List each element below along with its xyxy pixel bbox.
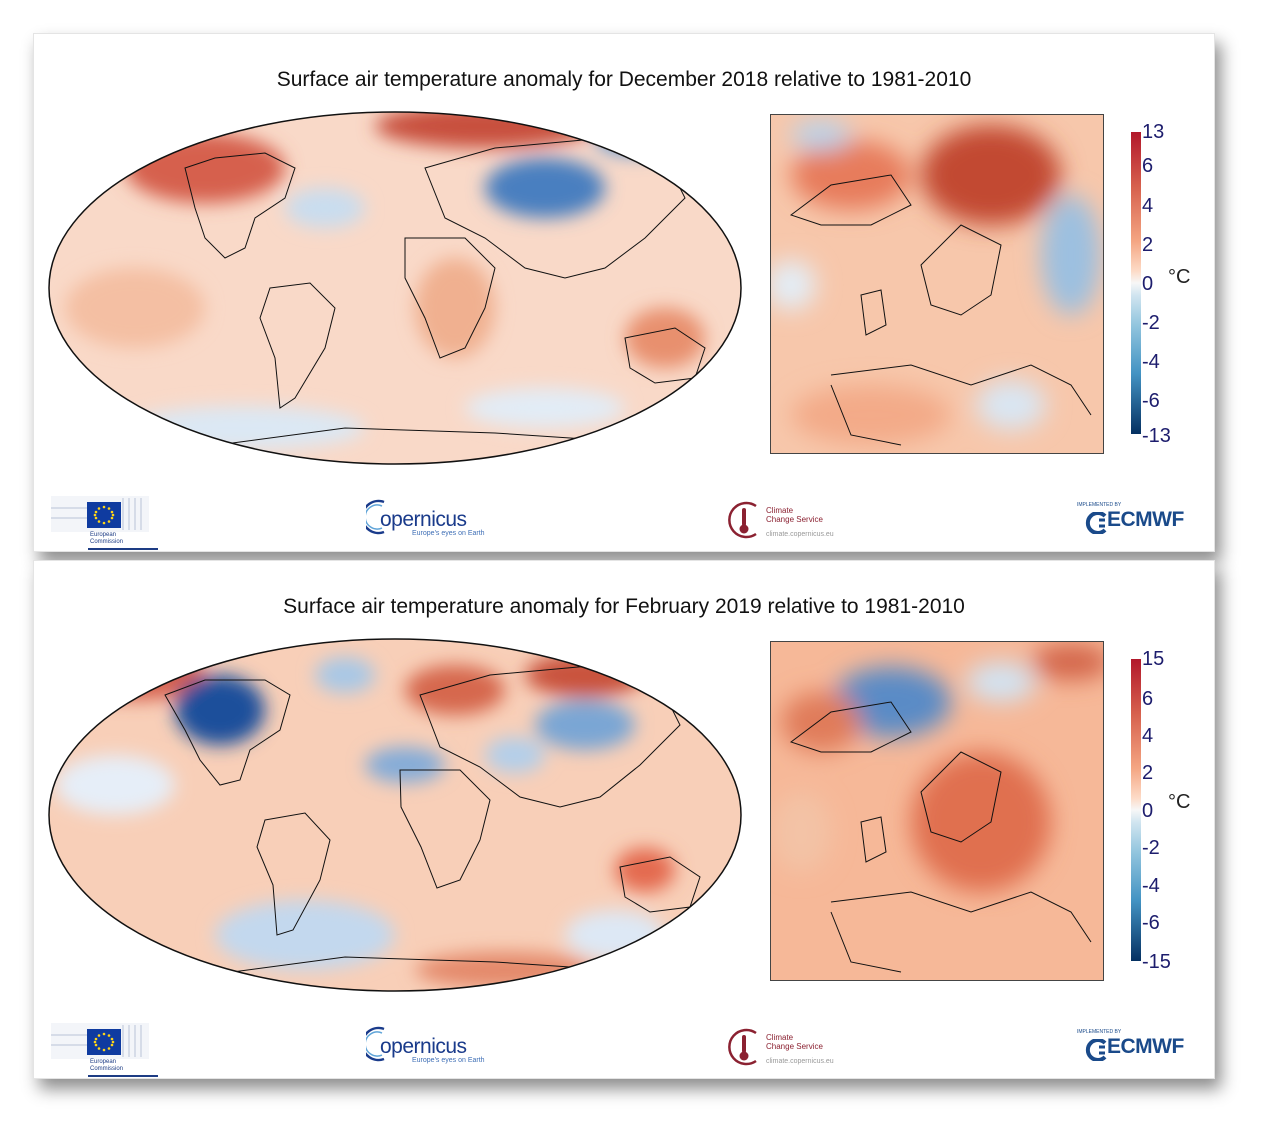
ec-underline [88,1075,158,1077]
colorbar-unit: °C [1168,266,1191,288]
copernicus-wordmark: opernicus [380,508,467,531]
ec-label: European [90,532,117,538]
copernicus-tagline: Europe's eyes on Earth [412,1057,485,1064]
ecmwf-logo: IMPLEMENTED BY ECMWF [1077,1029,1202,1069]
colorbar-tick: -6 [1142,390,1160,412]
ec-building-icon [51,1023,149,1059]
ecmwf-swirl-icon [1085,1039,1107,1061]
europe-anomaly-map [770,641,1104,981]
colorbar-tick: 15 [1142,648,1165,670]
copernicus-wordmark: opernicus [380,1035,467,1058]
colorbar-tick: 4 [1142,195,1154,217]
colorbar [1131,132,1141,434]
ecmwf-swirl-icon [1085,512,1107,534]
c3s-logo: Climate Change Service climate.copernicu… [724,1021,854,1077]
c3s-url: climate.copernicus.eu [766,531,834,538]
colorbar [1131,659,1141,961]
logo-strip: European Commission opernicus Europe's e… [34,1021,1214,1077]
c3s-label: Change Service [766,1042,823,1051]
colorbar-tick: 6 [1142,155,1154,177]
map-panel-february-2019: Surface air temperature anomaly for Febr… [33,560,1215,1079]
colorbar-tick: -6 [1142,912,1160,934]
panel-title: Surface air temperature anomaly for Febr… [283,595,965,618]
world-anomaly-map [48,638,742,992]
c3s-label: Change Service [766,515,823,524]
colorbar-unit: °C [1168,791,1191,813]
copernicus-tagline: Europe's eyes on Earth [412,530,485,537]
copernicus-logo: opernicus Europe's eyes on Earth [366,494,496,548]
colorbar-tick: 4 [1142,725,1154,747]
map-panel-december-2018: Surface air temperature anomaly for Dece… [33,33,1215,552]
copernicus-c-icon [366,1026,385,1062]
colorbar-tick: -2 [1142,312,1160,334]
colorbar-tick: -4 [1142,351,1160,373]
ecmwf-wordmark: ECMWF [1107,1035,1184,1058]
colorbar-tick: 6 [1142,688,1154,710]
c3s-url: climate.copernicus.eu [766,1058,834,1065]
colorbar-tick: -13 [1142,425,1171,447]
c3s-label: Climate [766,1033,794,1042]
colorbar-tick: 13 [1142,121,1165,143]
colorbar-tick: 0 [1142,273,1154,295]
c3s-logo: Climate Change Service climate.copernicu… [724,494,854,550]
european-commission-logo: European Commission [51,494,158,550]
colorbar-tick: -15 [1142,951,1171,973]
ec-building-icon [51,496,149,532]
colorbar-tick: 2 [1142,762,1154,784]
c3s-label: Climate [766,506,794,515]
colorbar-tick: -2 [1142,837,1160,859]
ecmwf-wordmark: ECMWF [1107,508,1184,531]
copernicus-c-icon [366,499,385,535]
thermometer-icon [728,501,757,539]
colorbar-tick: -4 [1142,875,1160,897]
ec-label: Commission [90,1066,124,1072]
ec-label: Commission [90,539,124,545]
logo-strip: European Commission opernicus Europe's e… [34,494,1214,550]
thermometer-icon [728,1028,757,1066]
world-anomaly-map [48,111,742,465]
european-commission-logo: European Commission [51,1021,158,1077]
ecmwf-logo: IMPLEMENTED BY ECMWF [1077,502,1202,542]
implemented-by-label: IMPLEMENTED BY [1077,502,1122,508]
copernicus-logo: opernicus Europe's eyes on Earth [366,1021,496,1075]
ec-label: European [90,1059,117,1065]
panel-title: Surface air temperature anomaly for Dece… [276,68,972,91]
colorbar-tick: 0 [1142,800,1154,822]
implemented-by-label: IMPLEMENTED BY [1077,1029,1122,1035]
colorbar-tick: 2 [1142,234,1154,256]
europe-anomaly-map [770,114,1104,454]
ec-underline [88,548,158,550]
